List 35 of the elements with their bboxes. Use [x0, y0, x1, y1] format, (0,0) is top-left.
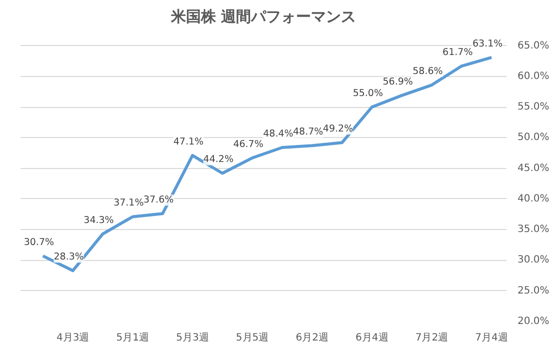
y-tick-label: 35.0% [518, 224, 550, 236]
x-tick-label: 6月4週 [356, 332, 388, 344]
y-tick-label: 50.0% [518, 132, 550, 144]
x-tick-label: 5月1週 [116, 332, 150, 344]
y-tick-label: 60.0% [518, 70, 550, 82]
text: 48.7% [293, 126, 324, 138]
text: 30.7% [24, 236, 54, 248]
y-tick-label: 65.0% [518, 40, 550, 52]
x-tick-label: 7月2週 [415, 332, 448, 344]
x-tick-label: 7月4週 [475, 332, 508, 344]
y-tick-label: 45.0% [518, 162, 550, 174]
text: 58.6% [412, 66, 443, 78]
text: 28.3% [54, 252, 84, 263]
x-tick-label: 6月2週 [296, 332, 328, 344]
text: 48.4% [263, 128, 294, 140]
text: 49.2% [322, 124, 354, 135]
x-tick-label: 5月5週 [236, 332, 269, 344]
y-tick-label: 30.0% [518, 254, 550, 266]
text: 46.7% [233, 138, 264, 150]
chart-title: 米国株 週間パフォーマンス [170, 8, 356, 26]
text: 56.9% [382, 76, 413, 88]
y-tick-label: 55.0% [518, 102, 550, 113]
text: 37.1% [114, 198, 144, 209]
y-tick-label: 25.0% [518, 285, 550, 296]
text: 63.1% [472, 38, 503, 50]
text: 34.3% [84, 214, 114, 226]
text: 37.6% [143, 194, 174, 206]
x-tick-label: 4月3週 [56, 332, 90, 344]
y-tick-label: 40.0% [518, 193, 550, 204]
x-tick-label: 5月3週 [176, 332, 209, 344]
text: 44.2% [203, 154, 234, 166]
text: 47.1% [173, 136, 204, 148]
y-tick-label: 20.0% [518, 316, 550, 327]
text: 55.0% [352, 88, 384, 100]
text: 61.7% [442, 47, 473, 58]
